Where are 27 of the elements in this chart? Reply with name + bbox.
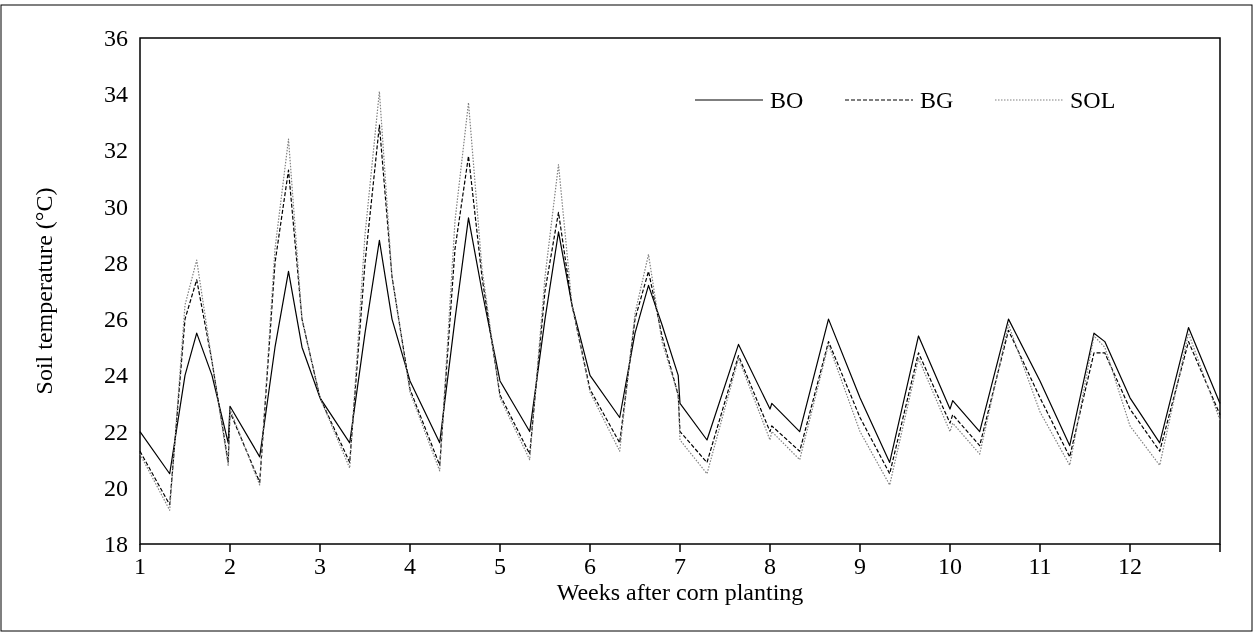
y-tick-label: 28 — [104, 249, 128, 276]
x-tick-label: 8 — [764, 553, 776, 579]
x-tick-label: 4 — [404, 553, 416, 579]
legend-label: BG — [920, 87, 954, 113]
y-tick-label: 20 — [104, 474, 128, 501]
x-tick-label: 3 — [314, 553, 326, 579]
y-tick-label: 34 — [104, 81, 128, 108]
x-tick-label: 1 — [134, 553, 146, 579]
x-tick-label: 12 — [1118, 553, 1142, 579]
y-axis-title: Soil temperature (°C) — [31, 187, 57, 395]
x-tick-label: 10 — [938, 553, 962, 579]
y-tick-label: 26 — [104, 306, 128, 333]
y-tick-label: 24 — [104, 362, 128, 389]
x-tick-label: 11 — [1028, 553, 1052, 579]
legend-label: SOL — [1070, 87, 1116, 113]
x-tick-label: 2 — [224, 553, 236, 579]
x-tick-label: 6 — [584, 553, 596, 579]
x-tick-label: 7 — [674, 553, 686, 579]
x-tick-label: 9 — [854, 553, 866, 579]
legend-label: BO — [770, 87, 804, 113]
y-tick-label: 30 — [104, 193, 128, 220]
x-tick-label: 5 — [494, 553, 506, 579]
y-tick-label: 32 — [104, 137, 128, 164]
y-tick-label: 36 — [104, 25, 128, 51]
y-tick-label: 18 — [104, 531, 128, 557]
x-axis-title: Weeks after corn planting — [556, 579, 804, 605]
y-tick-label: 22 — [104, 418, 128, 445]
